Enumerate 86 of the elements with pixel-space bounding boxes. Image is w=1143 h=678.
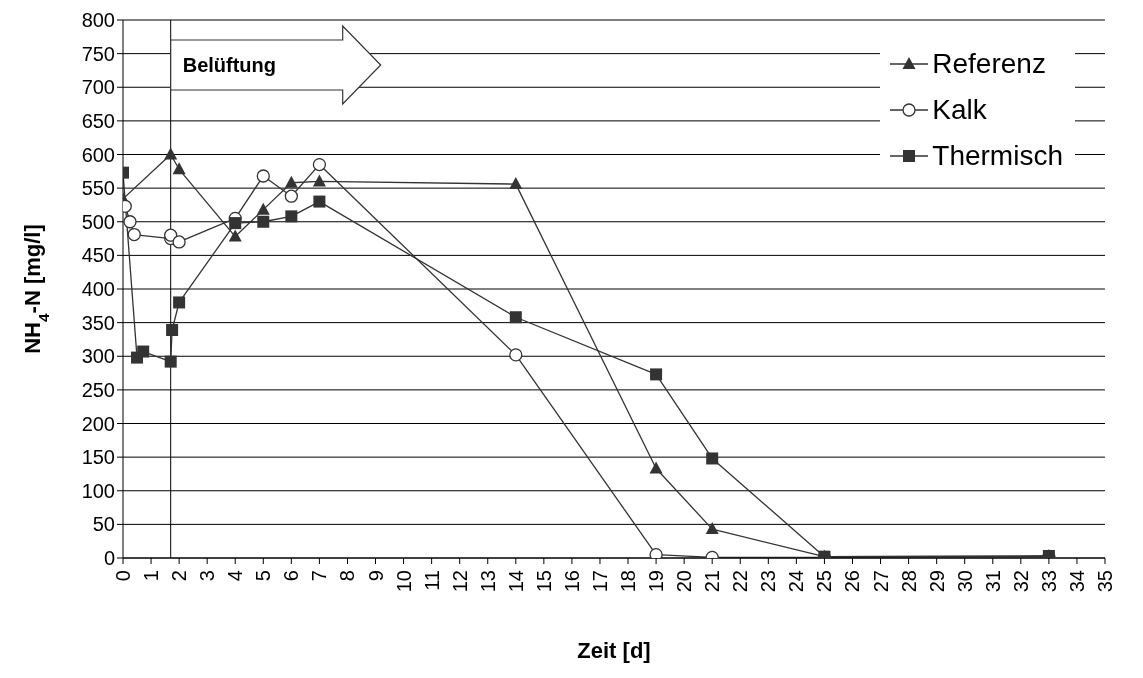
x-tick-label: 17: [588, 570, 611, 593]
x-tick-label: 11: [420, 570, 443, 591]
y-tick-label: 600: [81, 143, 115, 166]
y-tick-label: 400: [81, 278, 115, 301]
x-tick-label: 25: [813, 570, 836, 593]
point: [256, 202, 270, 215]
y-tick-label: 800: [81, 9, 115, 32]
x-tick-label: 24: [785, 570, 808, 593]
x-tick-label: 8: [336, 570, 359, 582]
point: [229, 217, 242, 230]
x-tick-label: 33: [1037, 570, 1060, 593]
x-tick-label: 2: [168, 570, 191, 582]
x-tick-label: 12: [448, 570, 471, 593]
x-tick-label: 19: [645, 570, 668, 593]
point: [649, 547, 663, 558]
y-tick-label: 550: [81, 177, 115, 200]
x-tick-label: 22: [729, 570, 752, 593]
y-tick-label: 450: [81, 244, 115, 267]
x-tick-label: 0: [112, 570, 134, 582]
x-tick-label: 3: [196, 570, 219, 582]
point: [649, 461, 663, 474]
y-tick-label: 200: [81, 412, 115, 435]
legend-label: Kalk: [932, 94, 987, 126]
y-tick-label: 50: [92, 513, 115, 536]
x-tick-label: 35: [1094, 570, 1116, 593]
x-tick-label: 6: [280, 570, 303, 582]
point: [706, 452, 719, 465]
point: [173, 296, 186, 309]
point: [228, 229, 242, 242]
y-tick-label: 500: [81, 210, 115, 233]
y-tick-label: 250: [81, 378, 115, 401]
legend-label: Referenz: [932, 48, 1046, 80]
point: [284, 175, 298, 188]
point: [284, 189, 298, 203]
x-tick-label: 31: [981, 570, 1004, 593]
x-tick-label: 1: [140, 570, 163, 582]
point: [285, 210, 298, 223]
x-axis-title: Zeit [d]: [577, 638, 651, 663]
point: [137, 345, 150, 358]
point: [164, 355, 177, 368]
x-tick-label: 26: [841, 570, 864, 593]
point: [256, 169, 270, 183]
point: [509, 177, 523, 190]
point: [164, 147, 178, 160]
x-tick-label: 28: [897, 570, 920, 593]
x-tick-label: 18: [617, 570, 640, 593]
point: [257, 215, 270, 228]
y-tick-label: 300: [81, 345, 115, 368]
point: [123, 215, 137, 229]
x-tick-label: 9: [364, 570, 387, 582]
point: [127, 227, 141, 242]
y-tick-label: 100: [81, 479, 115, 502]
point: [312, 157, 327, 172]
x-tick-label: 29: [925, 570, 948, 593]
point: [172, 162, 186, 175]
x-tick-label: 15: [532, 570, 555, 593]
y-tick-label: 750: [81, 42, 115, 65]
point: [164, 228, 178, 242]
legend-label: Thermisch: [932, 140, 1063, 172]
x-tick-label: 23: [757, 570, 780, 593]
point: [509, 311, 522, 324]
x-tick-label: 32: [1009, 570, 1032, 593]
y-tick-label: 150: [81, 446, 115, 469]
point: [166, 324, 179, 337]
y-tick-label: 700: [81, 76, 115, 99]
x-tick-label: 7: [308, 570, 331, 582]
x-tick-label: 4: [224, 570, 247, 582]
ref-line-label: Belüftung: [182, 54, 277, 76]
point: [312, 174, 326, 187]
x-tick-label: 10: [392, 570, 415, 593]
point: [650, 368, 663, 381]
x-tick-label: 14: [504, 570, 527, 593]
x-tick-label: 5: [252, 570, 275, 582]
x-tick-label: 30: [953, 570, 976, 593]
x-tick-label: 27: [869, 570, 892, 593]
point: [509, 348, 523, 362]
point: [172, 235, 186, 249]
y-tick-label: 650: [81, 109, 115, 132]
x-tick-label: 21: [701, 570, 724, 593]
x-tick-label: 16: [560, 570, 583, 593]
x-tick-label: 34: [1065, 570, 1088, 593]
point: [313, 195, 326, 208]
x-tick-label: 20: [673, 570, 696, 593]
point: [705, 522, 719, 535]
x-tick-label: 13: [476, 570, 499, 593]
y-tick-label: 350: [81, 311, 115, 334]
